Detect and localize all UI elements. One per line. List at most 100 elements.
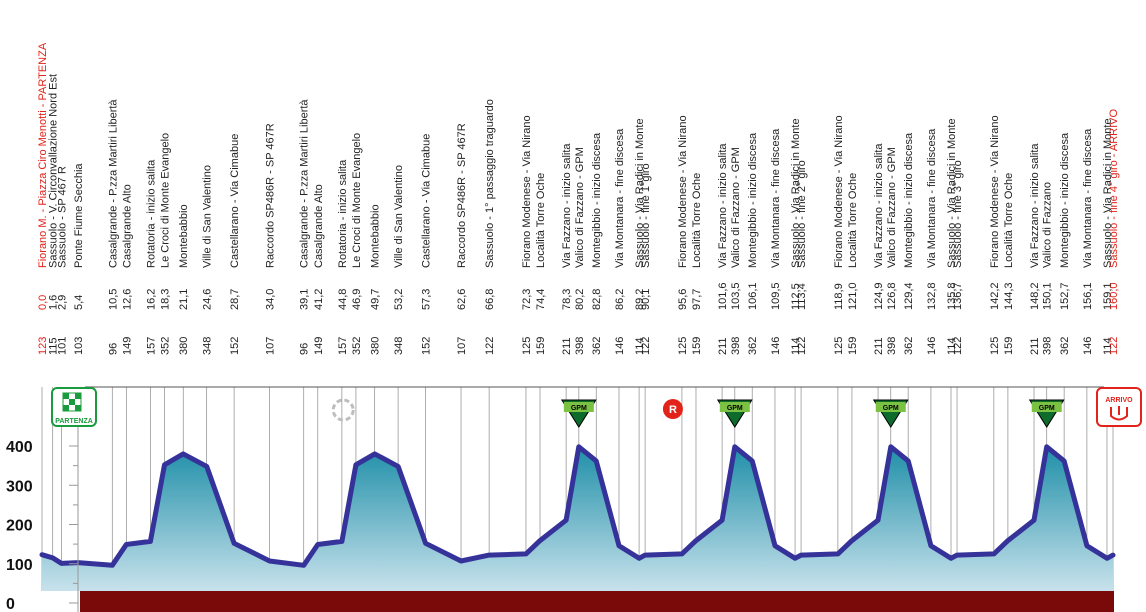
km-label: 44,8	[337, 289, 349, 310]
y-tick-label: 300	[6, 478, 33, 495]
waypoint-name: Via Fazzano - inizio salita	[561, 143, 573, 268]
waypoint-name: Sassuolo - fine 1°giro	[640, 163, 652, 268]
elevation-fill	[42, 446, 1113, 591]
waypoint-name: Valico di Fazzano - GPM	[730, 147, 742, 268]
waypoint-name: Ponte Fiume Secchia	[73, 163, 85, 268]
km-label: 136,7	[952, 282, 964, 310]
km-label: 49,7	[370, 289, 382, 310]
waypoint-name: Casalgrande Alto	[313, 184, 325, 268]
waypoint-name: Montebabbio	[178, 204, 190, 268]
waypoint-name: Casalgrande Alto	[121, 184, 133, 268]
gpm-marker-icon: GPM	[1028, 399, 1065, 428]
waypoint-name: Montegibbio - inizio discesa	[591, 132, 603, 268]
km-label: 57,3	[421, 289, 433, 310]
altitude-label: 146	[926, 337, 938, 355]
waypoint-name: Montebabbio	[370, 204, 382, 268]
waypoint-name: Sassuolo - V. Circonvallazione Nord Est	[48, 74, 60, 268]
km-label: 18,3	[160, 289, 172, 310]
waypoint-name: Raccordo SP486R - SP 467R	[456, 123, 468, 268]
altitude-label: 122	[484, 337, 496, 355]
waypoint-name: Rotatoria - inizio salita	[145, 159, 157, 268]
altitude-label: 114	[790, 337, 802, 355]
waypoint-name: Sassuolo - Via Radici in Monte	[946, 118, 958, 268]
y-tick-label: 200	[6, 518, 33, 535]
altitude-label: 125	[521, 337, 533, 355]
waypoint-name: Casalgrande - P.zza Martiri Libertà	[107, 99, 119, 268]
waypoint-name: Località Torre Oche	[691, 173, 703, 268]
km-label: 148,2	[1029, 282, 1041, 310]
km-label: 129,4	[903, 282, 915, 310]
waypoint-name: Rotatoria - inizio salita	[337, 159, 349, 268]
y-tick-label: 0	[6, 596, 15, 612]
waypoint-labels: 123 0,0 Fiorano M. - Piazza Ciro Menotti -…	[37, 42, 1120, 355]
waypoint-name: Castellarano - Via Cimabue	[421, 134, 433, 268]
gpm-marker-icon: GPM	[560, 399, 597, 428]
waypoint-name: Via Fazzano - inizio salita	[717, 143, 729, 268]
altitude-label: 380	[370, 337, 382, 355]
km-label: 121,0	[847, 282, 859, 310]
altitude-label: 115	[48, 337, 60, 355]
waypoint-name: Montegibbio - inizio discesa	[1059, 132, 1071, 268]
gpm-marker-icon: GPM	[716, 399, 753, 428]
altitude-label: 348	[202, 337, 214, 355]
altitude-label: 211	[1029, 337, 1041, 355]
y-tick-label: 100	[6, 557, 33, 574]
finish-flag-text: ARRIVO	[1105, 397, 1133, 404]
km-label: 80,2	[574, 289, 586, 310]
waypoint-name: Sassuolo - SP 467 R	[56, 166, 68, 268]
waypoint-name: Le Croci di Monte Evangelo	[160, 133, 172, 268]
km-label: 39,1	[299, 289, 311, 310]
km-label: 156,1	[1082, 282, 1094, 310]
altitude-label: 96	[299, 343, 311, 355]
km-label: 1,6	[48, 295, 60, 310]
km-label: 41,2	[313, 289, 325, 310]
km-label: 97,7	[691, 289, 703, 310]
altitude-label: 159	[1003, 337, 1015, 355]
start-flag-icon: PARTENZA	[51, 387, 97, 427]
km-label: 152,7	[1059, 282, 1071, 310]
altitude-label: 146	[1082, 337, 1094, 355]
waypoint-name: Via Montanara - fine discesa	[926, 128, 938, 268]
km-label: 109,5	[770, 282, 782, 310]
altitude-label: 348	[393, 337, 405, 355]
km-label: 5,4	[73, 295, 85, 310]
altitude-label: 159	[847, 337, 859, 355]
altitude-label: 122	[1108, 337, 1120, 355]
km-label: 124,9	[873, 282, 885, 310]
km-label: 144,3	[1003, 282, 1015, 310]
waypoint-name: Castellarano - Via Cimabue	[229, 134, 241, 268]
waypoint-name: Fiorano Modenese - Via Nirano	[521, 115, 533, 268]
altitude-label: 159	[535, 337, 547, 355]
km-label: 34,0	[265, 289, 277, 310]
altitude-label: 380	[178, 337, 190, 355]
y-tick-label: 400	[6, 439, 33, 456]
waypoint-name: Via Montanara - fine discesa	[770, 128, 782, 268]
waypoint-name: Fiorano Modenese - Via Nirano	[989, 115, 1001, 268]
km-label: 53,2	[393, 289, 405, 310]
waypoint-name: Sassuolo - Via Radici in Monte	[1102, 118, 1114, 268]
altitude-label: 398	[886, 337, 898, 355]
km-label: 126,8	[886, 282, 898, 310]
km-label: 2,9	[56, 295, 68, 310]
start-flag-text: PARTENZA	[55, 418, 93, 425]
altitude-label: 159	[691, 337, 703, 355]
ground-bar	[80, 591, 1114, 612]
waypoint-name: Sassuolo - fine 3° giro	[952, 160, 964, 268]
waypoint-name: Via Montanara - fine discesa	[614, 128, 626, 268]
altitude-label: 211	[717, 337, 729, 355]
altitude-label: 398	[574, 337, 586, 355]
altitude-label: 125	[677, 337, 689, 355]
km-label: 89,2	[634, 289, 646, 310]
km-label: 28,7	[229, 289, 241, 310]
altitude-label: 122	[640, 337, 652, 355]
km-label: 62,6	[456, 289, 468, 310]
altitude-label: 123	[37, 337, 49, 355]
km-label: 46,9	[351, 289, 363, 310]
altitude-label: 107	[456, 337, 468, 355]
gpm-marker-text: GPM	[1039, 405, 1055, 412]
km-label: 118,9	[833, 283, 845, 310]
waypoint-name: Montegibbio - inizio discesa	[747, 132, 759, 268]
altitude-label: 125	[833, 337, 845, 355]
km-label: 106,1	[747, 282, 759, 310]
